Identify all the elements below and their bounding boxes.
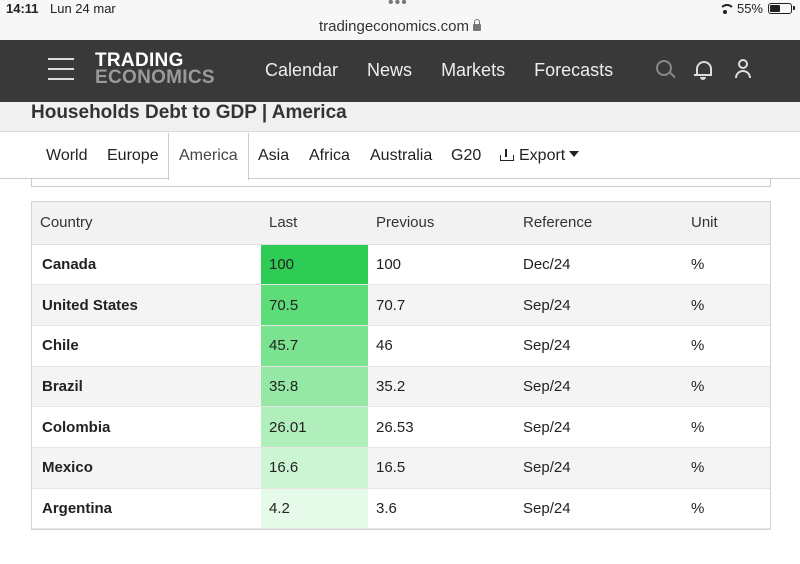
- table-row[interactable]: United States 70.5 70.7 Sep/24%: [32, 284, 770, 326]
- reference-cell: Sep/24: [515, 406, 683, 448]
- logo-line1: TRADING: [95, 50, 184, 71]
- table-row[interactable]: Mexico 16.6 16.5 Sep/24%: [32, 447, 770, 489]
- menu-icon[interactable]: [48, 58, 74, 80]
- previous-cell: 46: [368, 325, 515, 367]
- header-reference[interactable]: Reference: [515, 202, 683, 245]
- previous-cell: 3.6: [368, 488, 515, 530]
- header-previous[interactable]: Previous: [368, 202, 515, 245]
- site-header: TRADING ECONOMICS Calendar News Markets …: [0, 40, 800, 102]
- nav-news[interactable]: News: [367, 60, 413, 80]
- caret-down-icon: [569, 151, 580, 157]
- page-title: Households Debt to GDP | America: [31, 102, 347, 123]
- reference-cell: Sep/24: [515, 284, 683, 326]
- status-time: 14:11: [6, 1, 39, 16]
- reference-cell: Sep/24: [515, 325, 683, 367]
- data-table-container: Country Last Previous Reference Unit Can…: [31, 201, 771, 530]
- title-bar: Households Debt to GDP | America: [0, 102, 800, 132]
- previous-cell: 35.2: [368, 366, 515, 408]
- table-row[interactable]: Argentina 4.2 3.6 Sep/24%: [32, 488, 770, 530]
- reference-cell: Sep/24: [515, 366, 683, 408]
- table-header-row: Country Last Previous Reference Unit: [32, 202, 770, 245]
- url-bar[interactable]: tradingeconomics.com: [0, 18, 800, 35]
- lock-icon: [473, 19, 482, 31]
- url-text: tradingeconomics.com: [318, 18, 470, 35]
- previous-cell: 16.5: [368, 447, 515, 489]
- logo-line2: ECONOMICS: [95, 67, 215, 88]
- section-divider: [31, 179, 771, 187]
- reference-cell: Sep/24: [515, 488, 683, 530]
- unit-cell: %: [683, 284, 770, 326]
- tab-australia[interactable]: Australia: [370, 147, 433, 164]
- reference-cell: Sep/24: [515, 447, 683, 489]
- last-cell: 16.6: [261, 447, 368, 489]
- tab-africa[interactable]: Africa: [309, 147, 350, 164]
- country-cell[interactable]: Colombia: [32, 406, 261, 448]
- last-cell: 100: [261, 244, 368, 286]
- status-right: 55%: [718, 1, 795, 16]
- table-row[interactable]: Colombia 26.01 26.53 Sep/24%: [32, 406, 770, 448]
- bell-icon[interactable]: [694, 60, 712, 80]
- nav-calendar[interactable]: Calendar: [265, 60, 339, 80]
- header-unit[interactable]: Unit: [683, 202, 770, 245]
- unit-cell: %: [683, 244, 770, 286]
- previous-cell: 100: [368, 244, 515, 286]
- unit-cell: %: [683, 447, 770, 489]
- data-table: Country Last Previous Reference Unit Can…: [32, 202, 770, 530]
- nav-markets[interactable]: Markets: [441, 60, 506, 80]
- last-cell: 35.8: [261, 366, 368, 408]
- last-cell: 70.5: [261, 284, 368, 326]
- export-button[interactable]: Export: [500, 133, 580, 179]
- tab-europe[interactable]: Europe: [107, 147, 159, 164]
- status-date: Lun 24 mar: [50, 1, 116, 16]
- user-icon[interactable]: [734, 59, 752, 79]
- tab-world[interactable]: World: [46, 147, 88, 164]
- table-row[interactable]: Chile 45.7 46 Sep/24%: [32, 325, 770, 367]
- logo[interactable]: TRADING ECONOMICS: [95, 50, 215, 88]
- wifi-icon: [718, 3, 735, 14]
- tab-g20[interactable]: G20: [451, 147, 482, 164]
- battery-fill: [770, 5, 781, 12]
- country-cell[interactable]: Argentina: [32, 488, 261, 530]
- country-cell[interactable]: Brazil: [32, 366, 261, 408]
- region-tabs: World Europe America Asia Africa Austral…: [0, 133, 800, 180]
- battery-percent: 55%: [736, 1, 763, 16]
- unit-cell: %: [683, 366, 770, 408]
- table-row[interactable]: Brazil 35.8 35.2 Sep/24%: [32, 366, 770, 408]
- unit-cell: %: [683, 488, 770, 530]
- previous-cell: 70.7: [368, 284, 515, 326]
- unit-cell: %: [683, 325, 770, 367]
- header-country[interactable]: Country: [32, 202, 261, 245]
- previous-cell: 26.53: [368, 406, 515, 448]
- country-cell[interactable]: Chile: [32, 325, 261, 367]
- battery-icon: [768, 3, 795, 14]
- download-icon: [500, 149, 514, 161]
- export-label: Export: [519, 147, 566, 164]
- last-cell: 45.7: [261, 325, 368, 367]
- more-dots-icon[interactable]: •••: [388, 0, 408, 11]
- header-last[interactable]: Last: [261, 202, 368, 245]
- tab-asia[interactable]: Asia: [258, 147, 290, 164]
- country-cell[interactable]: United States: [32, 284, 261, 326]
- status-bar: 14:11 Lun 24 mar ••• tradingeconomics.co…: [0, 0, 800, 40]
- last-cell: 26.01: [261, 406, 368, 448]
- table-row[interactable]: Canada 100 100 Dec/24%: [32, 244, 770, 286]
- reference-cell: Dec/24: [515, 244, 683, 286]
- country-cell[interactable]: Mexico: [32, 447, 261, 489]
- last-cell: 4.2: [261, 488, 368, 530]
- search-icon[interactable]: [656, 60, 676, 80]
- unit-cell: %: [683, 406, 770, 448]
- nav-forecasts[interactable]: Forecasts: [534, 60, 614, 80]
- tab-america[interactable]: America: [168, 133, 249, 180]
- country-cell[interactable]: Canada: [32, 244, 261, 286]
- main-nav: Calendar News Markets Forecasts: [265, 60, 642, 81]
